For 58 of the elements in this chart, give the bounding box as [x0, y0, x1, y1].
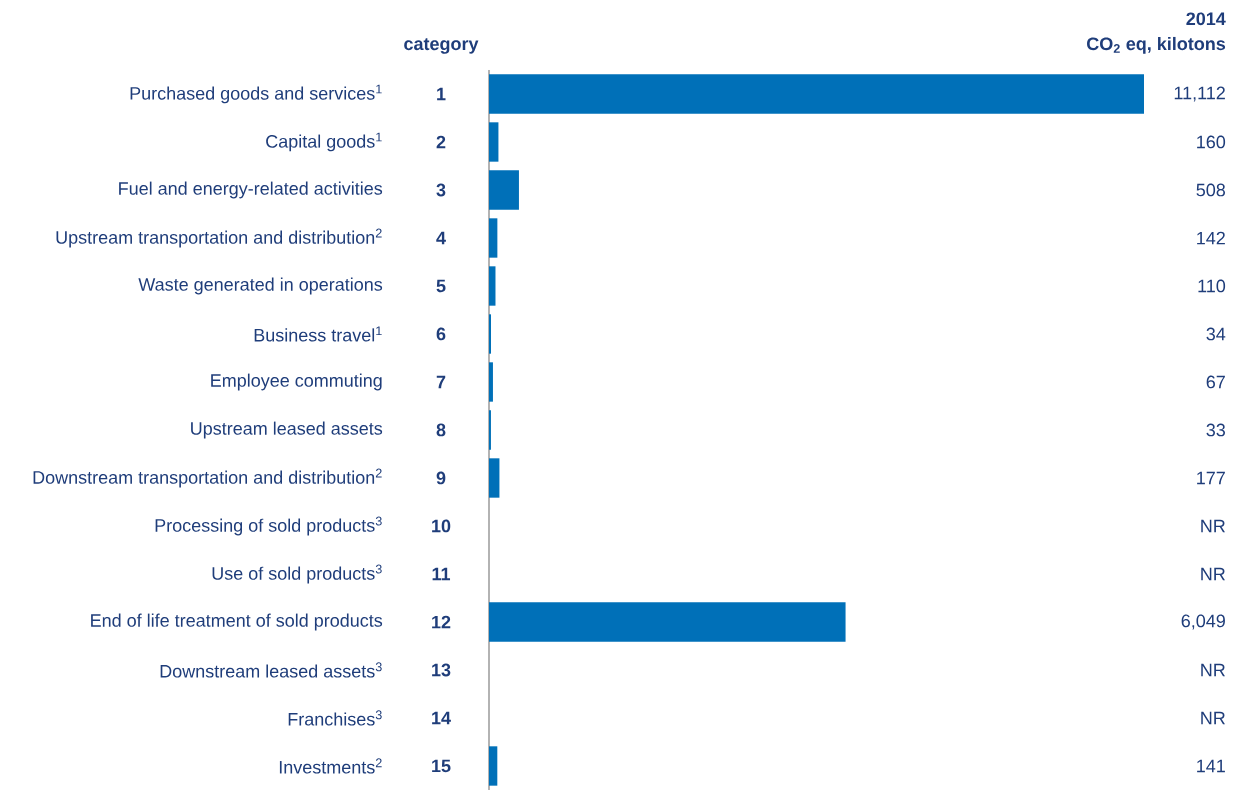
bar [489, 746, 498, 786]
text: 12 [432, 615, 451, 629]
y-tick-label: Use of sold products$^{3}$ [212, 564, 382, 584]
y-tick-label: Waste generated in operations [138, 277, 383, 295]
text: 5 [436, 279, 446, 293]
y-tick-label: Upstream transportation and distribution$^{2}$ [56, 228, 382, 248]
bar [489, 458, 500, 498]
y-tick-label: Processing of sold products$^{3}$ [155, 516, 382, 536]
data-label: 177 [1197, 471, 1225, 485]
y-tick-label: Purchased goods and services$^{1}$ [130, 84, 382, 104]
data-label: 142 [1197, 231, 1225, 245]
text: 15 [432, 759, 451, 773]
text: 2014 [1186, 12, 1226, 26]
y-tick-label: Business travel$^{1}$ [254, 326, 382, 342]
text: 1 [437, 87, 446, 101]
bar [489, 74, 1144, 114]
data-label: 67 [1206, 375, 1225, 389]
text: 2 [436, 135, 446, 149]
data-label: 160 [1197, 135, 1226, 149]
data-label: 33 [1206, 423, 1226, 437]
y-tick-label: Franchises$^{3}$ [288, 710, 382, 726]
text: 14 [432, 711, 451, 725]
y-tick-label: Upstream leased assets [191, 421, 383, 439]
text: 13 [432, 663, 451, 677]
y-tick-label: Investments$^{2}$ [279, 758, 382, 774]
text: 7 [436, 375, 446, 389]
text: 8 [436, 423, 446, 437]
y-tick-label: End of life treatment of sold products [91, 613, 383, 631]
bar [489, 314, 492, 354]
y-tick-label: Fuel and energy-related activities [119, 181, 383, 199]
text: NR [1201, 519, 1225, 533]
x-axis-title: CO$_{2}$ eq, kilotons [1087, 36, 1226, 54]
data-label: 141 [1197, 759, 1225, 773]
text: NR [1201, 711, 1225, 725]
bar [489, 170, 519, 210]
bar [489, 218, 498, 258]
data-label: 11,112 [1174, 86, 1225, 102]
text: 10 [432, 519, 451, 533]
bar [489, 122, 499, 162]
text: 6 [436, 327, 446, 341]
y-tick-label: Employee commuting [211, 373, 382, 391]
bar [489, 266, 496, 306]
data-label: 508 [1196, 183, 1226, 197]
data-label: 6,049 [1181, 614, 1225, 630]
text: NR [1201, 567, 1225, 581]
bar [489, 362, 493, 402]
data-label: 34 [1206, 327, 1226, 341]
bar [489, 602, 846, 642]
data-label: 110 [1198, 279, 1226, 293]
y-tick-label: Downstream transportation and distribution$^{2}$ [33, 468, 382, 488]
text: 3 [436, 183, 446, 197]
y-tick-label: Downstream leased assets$^{3}$ [160, 662, 382, 678]
text: 9 [436, 471, 446, 485]
text: NR [1201, 663, 1225, 677]
text: 4 [436, 231, 446, 245]
text: 11 [432, 567, 451, 581]
text: category [404, 38, 479, 54]
y-tick-label: Capital goods$^{1}$ [266, 132, 382, 152]
